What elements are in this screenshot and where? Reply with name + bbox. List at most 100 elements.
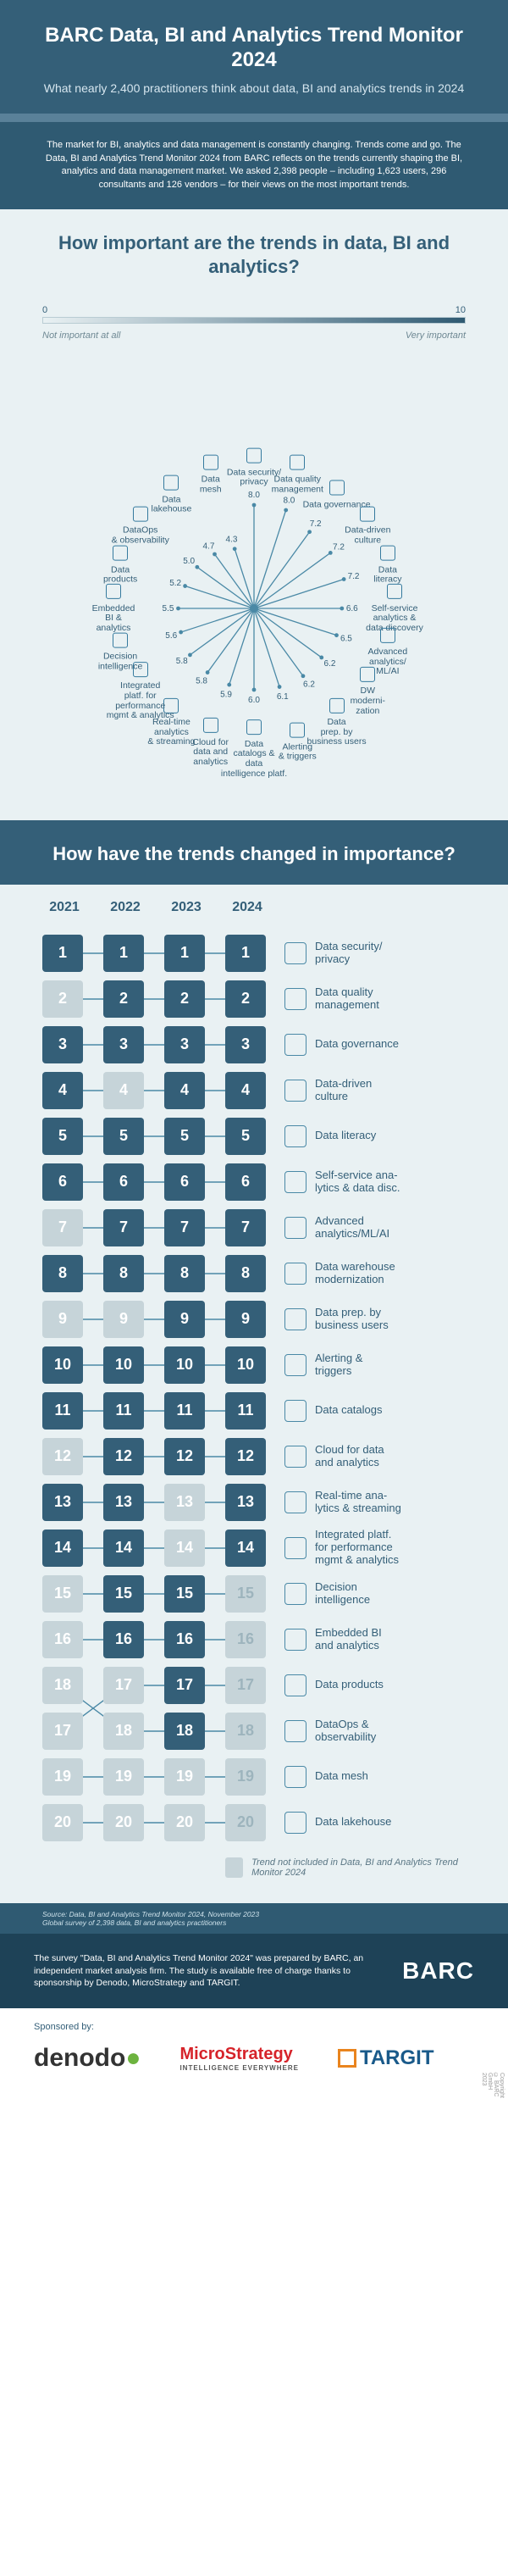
svg-text:6.2: 6.2 <box>303 680 315 690</box>
rank-label: Data literacy <box>315 1130 376 1142</box>
trend-icon <box>284 1720 306 1742</box>
rank-cell: 6 <box>42 1163 83 1201</box>
rank-cell: 16 <box>164 1621 205 1658</box>
svg-text:5.8: 5.8 <box>196 677 207 686</box>
rank-cell: 4 <box>164 1072 205 1109</box>
svg-text:5.5: 5.5 <box>163 604 174 613</box>
trend-icon <box>329 698 345 713</box>
rank-cell: 13 <box>103 1484 144 1521</box>
rank-cell: 18 <box>225 1713 266 1750</box>
rank-cell: 14 <box>164 1530 205 1567</box>
svg-text:7.2: 7.2 <box>310 519 322 529</box>
rank-row: 2222Data qualitymanagement <box>42 976 483 1022</box>
rank-cell: 16 <box>103 1621 144 1658</box>
rank-cell: 9 <box>164 1301 205 1338</box>
svg-text:5.0: 5.0 <box>183 558 195 567</box>
rank-cell: 3 <box>164 1026 205 1063</box>
footer: The survey "Data, BI and Analytics Trend… <box>0 1934 508 2008</box>
rank-cell: 9 <box>225 1301 266 1338</box>
rank-row: 4444Data-drivenculture <box>42 1068 483 1113</box>
trend-icon <box>284 1537 306 1559</box>
rank-cell: 12 <box>103 1438 144 1475</box>
trend-icon <box>284 1171 306 1193</box>
legend-swatch <box>225 1857 243 1878</box>
trend-icon <box>380 628 395 643</box>
rank-cell: 18 <box>42 1667 83 1704</box>
year-label: 2022 <box>105 900 146 915</box>
rank-cell: 20 <box>42 1804 83 1841</box>
rank-cell: 10 <box>225 1346 266 1384</box>
footer-text: The survey "Data, BI and Analytics Trend… <box>34 1952 385 1990</box>
rank-cell: 9 <box>103 1301 144 1338</box>
header: BARC Data, BI and Analytics Trend Monito… <box>0 0 508 114</box>
year-label: 2024 <box>227 900 268 915</box>
rank-label: Integrated platf.for performancemgmt & a… <box>315 1529 399 1567</box>
trend-icon <box>284 1766 306 1788</box>
rank-cell: 19 <box>103 1758 144 1796</box>
radial-chart: 8.08.07.27.27.26.66.56.26.26.16.05.95.85… <box>17 354 491 795</box>
rank-cell: 17 <box>42 1713 83 1750</box>
trend-icon <box>284 942 306 964</box>
scale-min-label: Not important at all <box>42 330 120 341</box>
rank-cell: 14 <box>225 1530 266 1567</box>
trend-icon <box>387 584 402 599</box>
radial-label: Datamesh <box>168 455 253 495</box>
section2-title: How have the trends changed in importanc… <box>0 820 508 885</box>
trend-icon <box>113 632 128 647</box>
rank-label: Alerting &triggers <box>315 1352 362 1378</box>
rank-cell: 11 <box>42 1392 83 1430</box>
trend-icon <box>284 1034 306 1056</box>
logo-denodo: denodo● <box>34 2044 141 2073</box>
rank-cell: 7 <box>42 1209 83 1246</box>
rank-cell: 19 <box>42 1758 83 1796</box>
header-subtitle: What nearly 2,400 practitioners think ab… <box>34 81 474 95</box>
trend-icon <box>284 988 306 1010</box>
rank-label: Data products <box>315 1679 384 1691</box>
logo-microstrategy: MicroStrategyINTELLIGENCE EVERYWHERE <box>179 2045 299 2072</box>
rank-cell: 1 <box>164 935 205 972</box>
trend-icon <box>360 667 375 682</box>
rank-cell: 14 <box>42 1530 83 1567</box>
rank-cell: 2 <box>103 980 144 1018</box>
rank-cell: 6 <box>164 1163 205 1201</box>
rank-label: Data-drivenculture <box>315 1078 372 1103</box>
svg-text:4.7: 4.7 <box>202 542 214 552</box>
rank-row: 5555Data literacy <box>42 1113 483 1159</box>
rank-cell: 5 <box>225 1118 266 1155</box>
rank-cell: 15 <box>42 1575 83 1613</box>
rank-row: 17181818DataOps &observability <box>42 1708 483 1754</box>
header-rule <box>0 114 508 122</box>
logo-targit: TARGIT <box>338 2046 434 2070</box>
radial-label: Self-serviceanalytics &data discovery <box>352 584 437 633</box>
section1-title: How important are the trends in data, BI… <box>0 209 508 297</box>
sponsors-title: Sponsored by: <box>34 2022 474 2032</box>
svg-text:5.6: 5.6 <box>165 631 177 641</box>
scale-min: 0 <box>42 305 47 315</box>
rank-grid: 1111Data security/privacy2222Data qualit… <box>42 930 483 1846</box>
rank-label: Advancedanalytics/ML/AI <box>315 1215 389 1241</box>
rank-legend: Trend not included in Data, BI and Analy… <box>225 1857 483 1878</box>
svg-text:5.9: 5.9 <box>220 691 232 700</box>
rank-row: 12121212Cloud for dataand analytics <box>42 1434 483 1480</box>
rank-label: Cloud for dataand analytics <box>315 1444 384 1469</box>
rank-cell: 14 <box>103 1530 144 1567</box>
svg-text:6.0: 6.0 <box>248 696 260 705</box>
year-label: 2023 <box>166 900 207 915</box>
rank-cell: 2 <box>225 980 266 1018</box>
rank-cell: 3 <box>103 1026 144 1063</box>
rank-label: Data lakehouse <box>315 1816 391 1829</box>
rank-cell: 17 <box>164 1667 205 1704</box>
rank-cell: 11 <box>225 1392 266 1430</box>
trend-icon <box>284 1812 306 1834</box>
rank-cell: 2 <box>42 980 83 1018</box>
rank-row: 13131313Real-time ana-lytics & streaming <box>42 1480 483 1525</box>
rank-cell: 4 <box>103 1072 144 1109</box>
trend-icon <box>329 480 345 496</box>
rank-cell: 11 <box>164 1392 205 1430</box>
rank-cell: 12 <box>225 1438 266 1475</box>
rank-cell: 1 <box>103 935 144 972</box>
scale-max-label: Very important <box>406 330 466 341</box>
rank-cell: 6 <box>225 1163 266 1201</box>
trend-icon <box>284 1491 306 1513</box>
rank-label: Data governance <box>315 1038 399 1051</box>
